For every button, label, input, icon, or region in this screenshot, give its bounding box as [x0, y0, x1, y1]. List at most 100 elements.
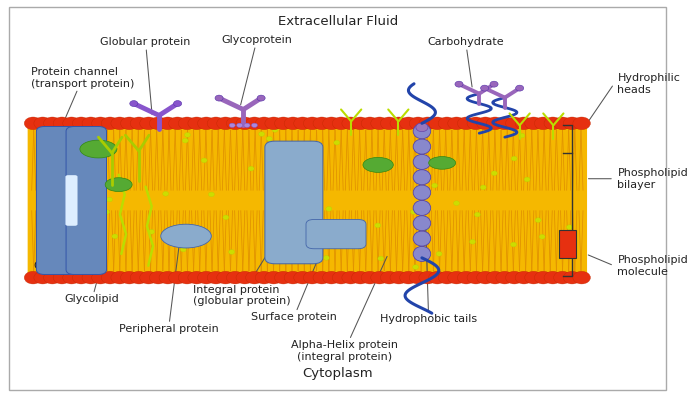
Ellipse shape [432, 183, 438, 188]
Ellipse shape [371, 271, 388, 284]
Ellipse shape [428, 271, 446, 284]
Ellipse shape [174, 226, 181, 231]
Ellipse shape [413, 185, 430, 200]
Ellipse shape [112, 234, 118, 239]
Ellipse shape [149, 271, 167, 284]
Ellipse shape [457, 117, 475, 130]
Ellipse shape [390, 271, 407, 284]
Text: Protein channel
(transport protein): Protein channel (transport protein) [31, 67, 134, 133]
Ellipse shape [349, 224, 354, 228]
Ellipse shape [534, 271, 552, 284]
Ellipse shape [102, 271, 119, 284]
Ellipse shape [413, 231, 430, 246]
Ellipse shape [63, 117, 80, 130]
Ellipse shape [207, 117, 225, 130]
Ellipse shape [182, 138, 188, 143]
Ellipse shape [236, 117, 253, 130]
Ellipse shape [69, 208, 75, 213]
Ellipse shape [423, 226, 429, 231]
Ellipse shape [72, 271, 90, 284]
Ellipse shape [207, 271, 225, 284]
Ellipse shape [106, 197, 113, 202]
Bar [559, 230, 576, 258]
Text: Extracellular Fluid: Extracellular Fluid [278, 15, 398, 27]
Ellipse shape [130, 100, 138, 106]
Ellipse shape [470, 239, 475, 244]
Ellipse shape [197, 271, 215, 284]
Ellipse shape [237, 123, 243, 127]
FancyBboxPatch shape [65, 175, 78, 226]
Text: Hydrophilic
heads: Hydrophilic heads [617, 73, 680, 94]
Ellipse shape [111, 117, 128, 130]
Ellipse shape [88, 187, 95, 192]
Ellipse shape [257, 95, 265, 101]
Ellipse shape [486, 117, 504, 130]
Ellipse shape [475, 212, 480, 217]
Ellipse shape [217, 271, 234, 284]
Text: Cytoplasm: Cytoplasm [302, 367, 373, 380]
Ellipse shape [457, 271, 475, 284]
Ellipse shape [193, 231, 199, 235]
Ellipse shape [215, 95, 223, 101]
Ellipse shape [188, 117, 205, 130]
Ellipse shape [535, 218, 541, 223]
Ellipse shape [53, 117, 71, 130]
Ellipse shape [303, 117, 321, 130]
Ellipse shape [438, 271, 456, 284]
Ellipse shape [72, 117, 90, 130]
Ellipse shape [428, 117, 446, 130]
Ellipse shape [455, 81, 463, 87]
Ellipse shape [326, 206, 332, 211]
Ellipse shape [323, 271, 340, 284]
Ellipse shape [534, 117, 552, 130]
Ellipse shape [169, 271, 186, 284]
Ellipse shape [410, 117, 427, 130]
Ellipse shape [413, 200, 430, 216]
Ellipse shape [378, 256, 384, 261]
Ellipse shape [481, 85, 489, 91]
Ellipse shape [92, 271, 109, 284]
Text: Integral protein
(globular protein): Integral protein (globular protein) [193, 241, 290, 306]
Ellipse shape [43, 271, 61, 284]
Ellipse shape [510, 242, 517, 247]
Ellipse shape [511, 156, 517, 161]
FancyBboxPatch shape [36, 127, 77, 274]
Text: Surface protein: Surface protein [251, 247, 337, 322]
Text: Glycoprotein: Glycoprotein [221, 35, 292, 105]
Ellipse shape [188, 271, 205, 284]
Text: Carbohydrate: Carbohydrate [428, 37, 504, 87]
Ellipse shape [184, 133, 190, 137]
Ellipse shape [229, 250, 234, 254]
Ellipse shape [284, 117, 302, 130]
Text: Hydrophobic tails: Hydrophobic tails [380, 217, 477, 324]
Ellipse shape [519, 133, 525, 138]
Ellipse shape [524, 177, 530, 182]
Ellipse shape [419, 271, 436, 284]
Ellipse shape [229, 123, 235, 127]
Ellipse shape [412, 265, 419, 270]
Ellipse shape [82, 117, 99, 130]
Ellipse shape [413, 247, 430, 261]
Ellipse shape [276, 144, 282, 148]
Ellipse shape [284, 271, 302, 284]
Ellipse shape [515, 117, 533, 130]
Ellipse shape [246, 117, 263, 130]
Ellipse shape [274, 117, 292, 130]
Ellipse shape [390, 117, 407, 130]
Ellipse shape [323, 117, 340, 130]
Ellipse shape [380, 117, 398, 130]
Ellipse shape [467, 117, 484, 130]
Ellipse shape [554, 271, 571, 284]
Ellipse shape [334, 140, 340, 145]
Ellipse shape [82, 271, 99, 284]
Ellipse shape [244, 123, 250, 127]
Ellipse shape [181, 235, 186, 240]
Ellipse shape [516, 85, 524, 91]
Ellipse shape [92, 117, 109, 130]
Ellipse shape [226, 271, 244, 284]
Ellipse shape [223, 215, 229, 220]
Ellipse shape [65, 162, 71, 166]
Ellipse shape [294, 271, 312, 284]
Ellipse shape [209, 192, 214, 197]
Ellipse shape [274, 271, 292, 284]
